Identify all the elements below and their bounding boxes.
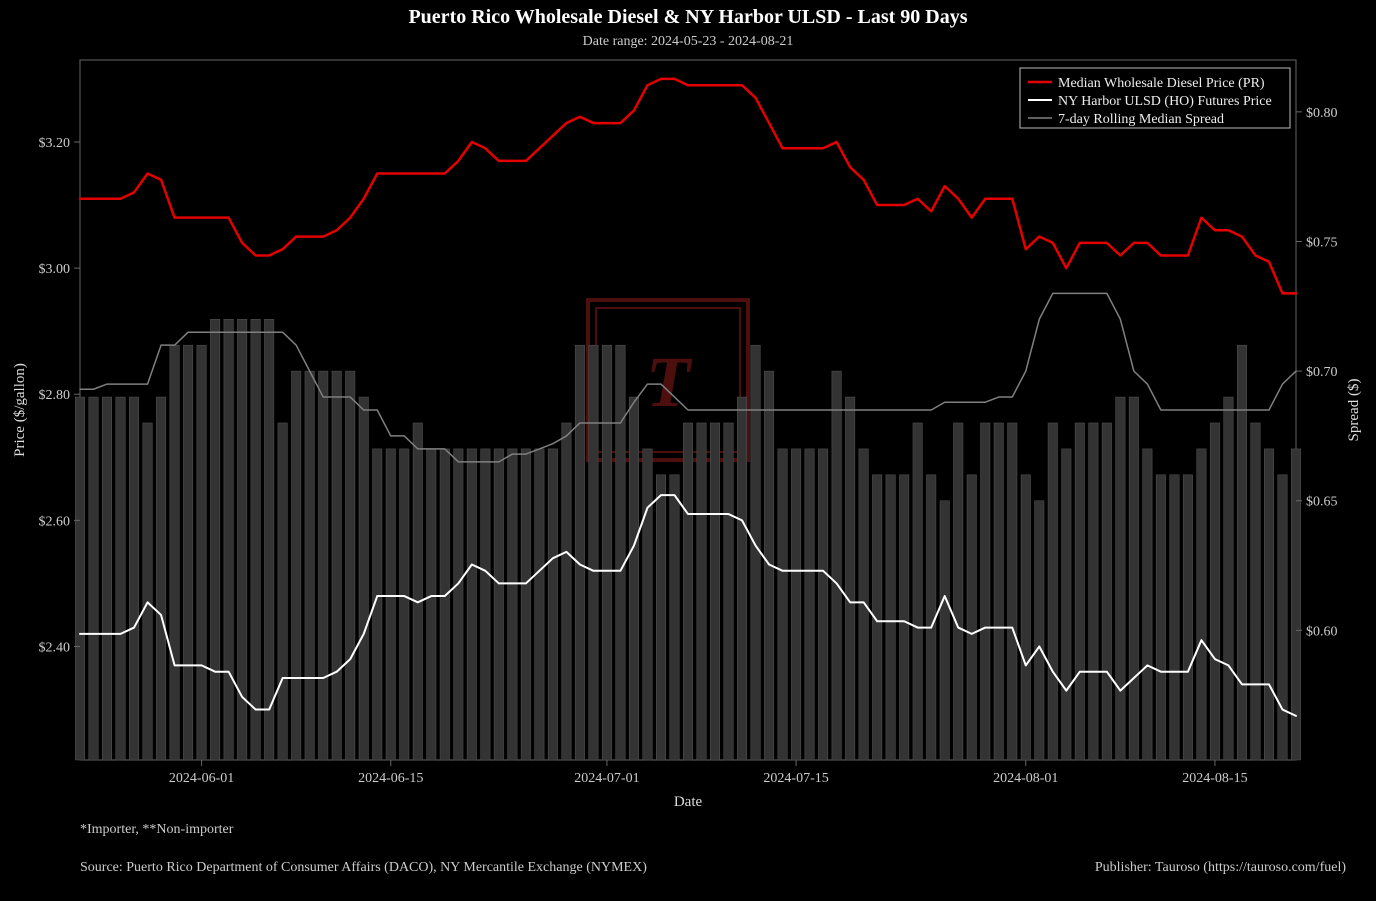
chart-svg: T $2.40 $2.60 $2.80 $3.00 $3.20 $0.60 $0.65 $0.7… <box>0 0 1376 901</box>
svg-text:2024-06-01: 2024-06-01 <box>169 771 234 786</box>
svg-text:2024-07-01: 2024-07-01 <box>574 771 639 786</box>
svg-text:$0.60: $0.60 <box>1306 624 1338 639</box>
svg-text:$0.80: $0.80 <box>1306 106 1338 121</box>
footer-publisher: Publisher: Tauroso (https://tauroso.com/… <box>1095 860 1346 876</box>
svg-text:$0.75: $0.75 <box>1306 235 1338 250</box>
svg-text:2024-07-15: 2024-07-15 <box>763 771 828 786</box>
svg-text:2024-08-01: 2024-08-01 <box>993 771 1058 786</box>
svg-text:Price ($/gallon): Price ($/gallon) <box>12 363 28 457</box>
svg-text:Median Wholesale Diesel Price: Median Wholesale Diesel Price (PR) <box>1058 76 1265 91</box>
svg-text:7-day Rolling Median Spread: 7-day Rolling Median Spread <box>1058 112 1224 127</box>
svg-text:$0.65: $0.65 <box>1306 495 1338 510</box>
svg-text:$2.60: $2.60 <box>39 514 71 529</box>
footnote-importer: *Importer, **Non-importer <box>80 822 233 838</box>
svg-text:$2.40: $2.40 <box>39 640 71 655</box>
svg-text:$3.20: $3.20 <box>39 136 71 151</box>
svg-text:Date: Date <box>674 794 703 810</box>
svg-text:Spread ($): Spread ($) <box>1346 379 1362 442</box>
svg-text:$0.70: $0.70 <box>1306 365 1338 380</box>
svg-text:NY Harbor ULSD (HO) Futures Pr: NY Harbor ULSD (HO) Futures Price <box>1058 94 1272 109</box>
svg-text:2024-08-15: 2024-08-15 <box>1182 771 1247 786</box>
svg-text:T: T <box>646 342 693 422</box>
footer-source: Source: Puerto Rico Department of Consum… <box>80 860 647 876</box>
svg-text:$3.00: $3.00 <box>39 262 71 277</box>
svg-text:$2.80: $2.80 <box>39 388 71 403</box>
svg-text:2024-06-15: 2024-06-15 <box>358 771 423 786</box>
